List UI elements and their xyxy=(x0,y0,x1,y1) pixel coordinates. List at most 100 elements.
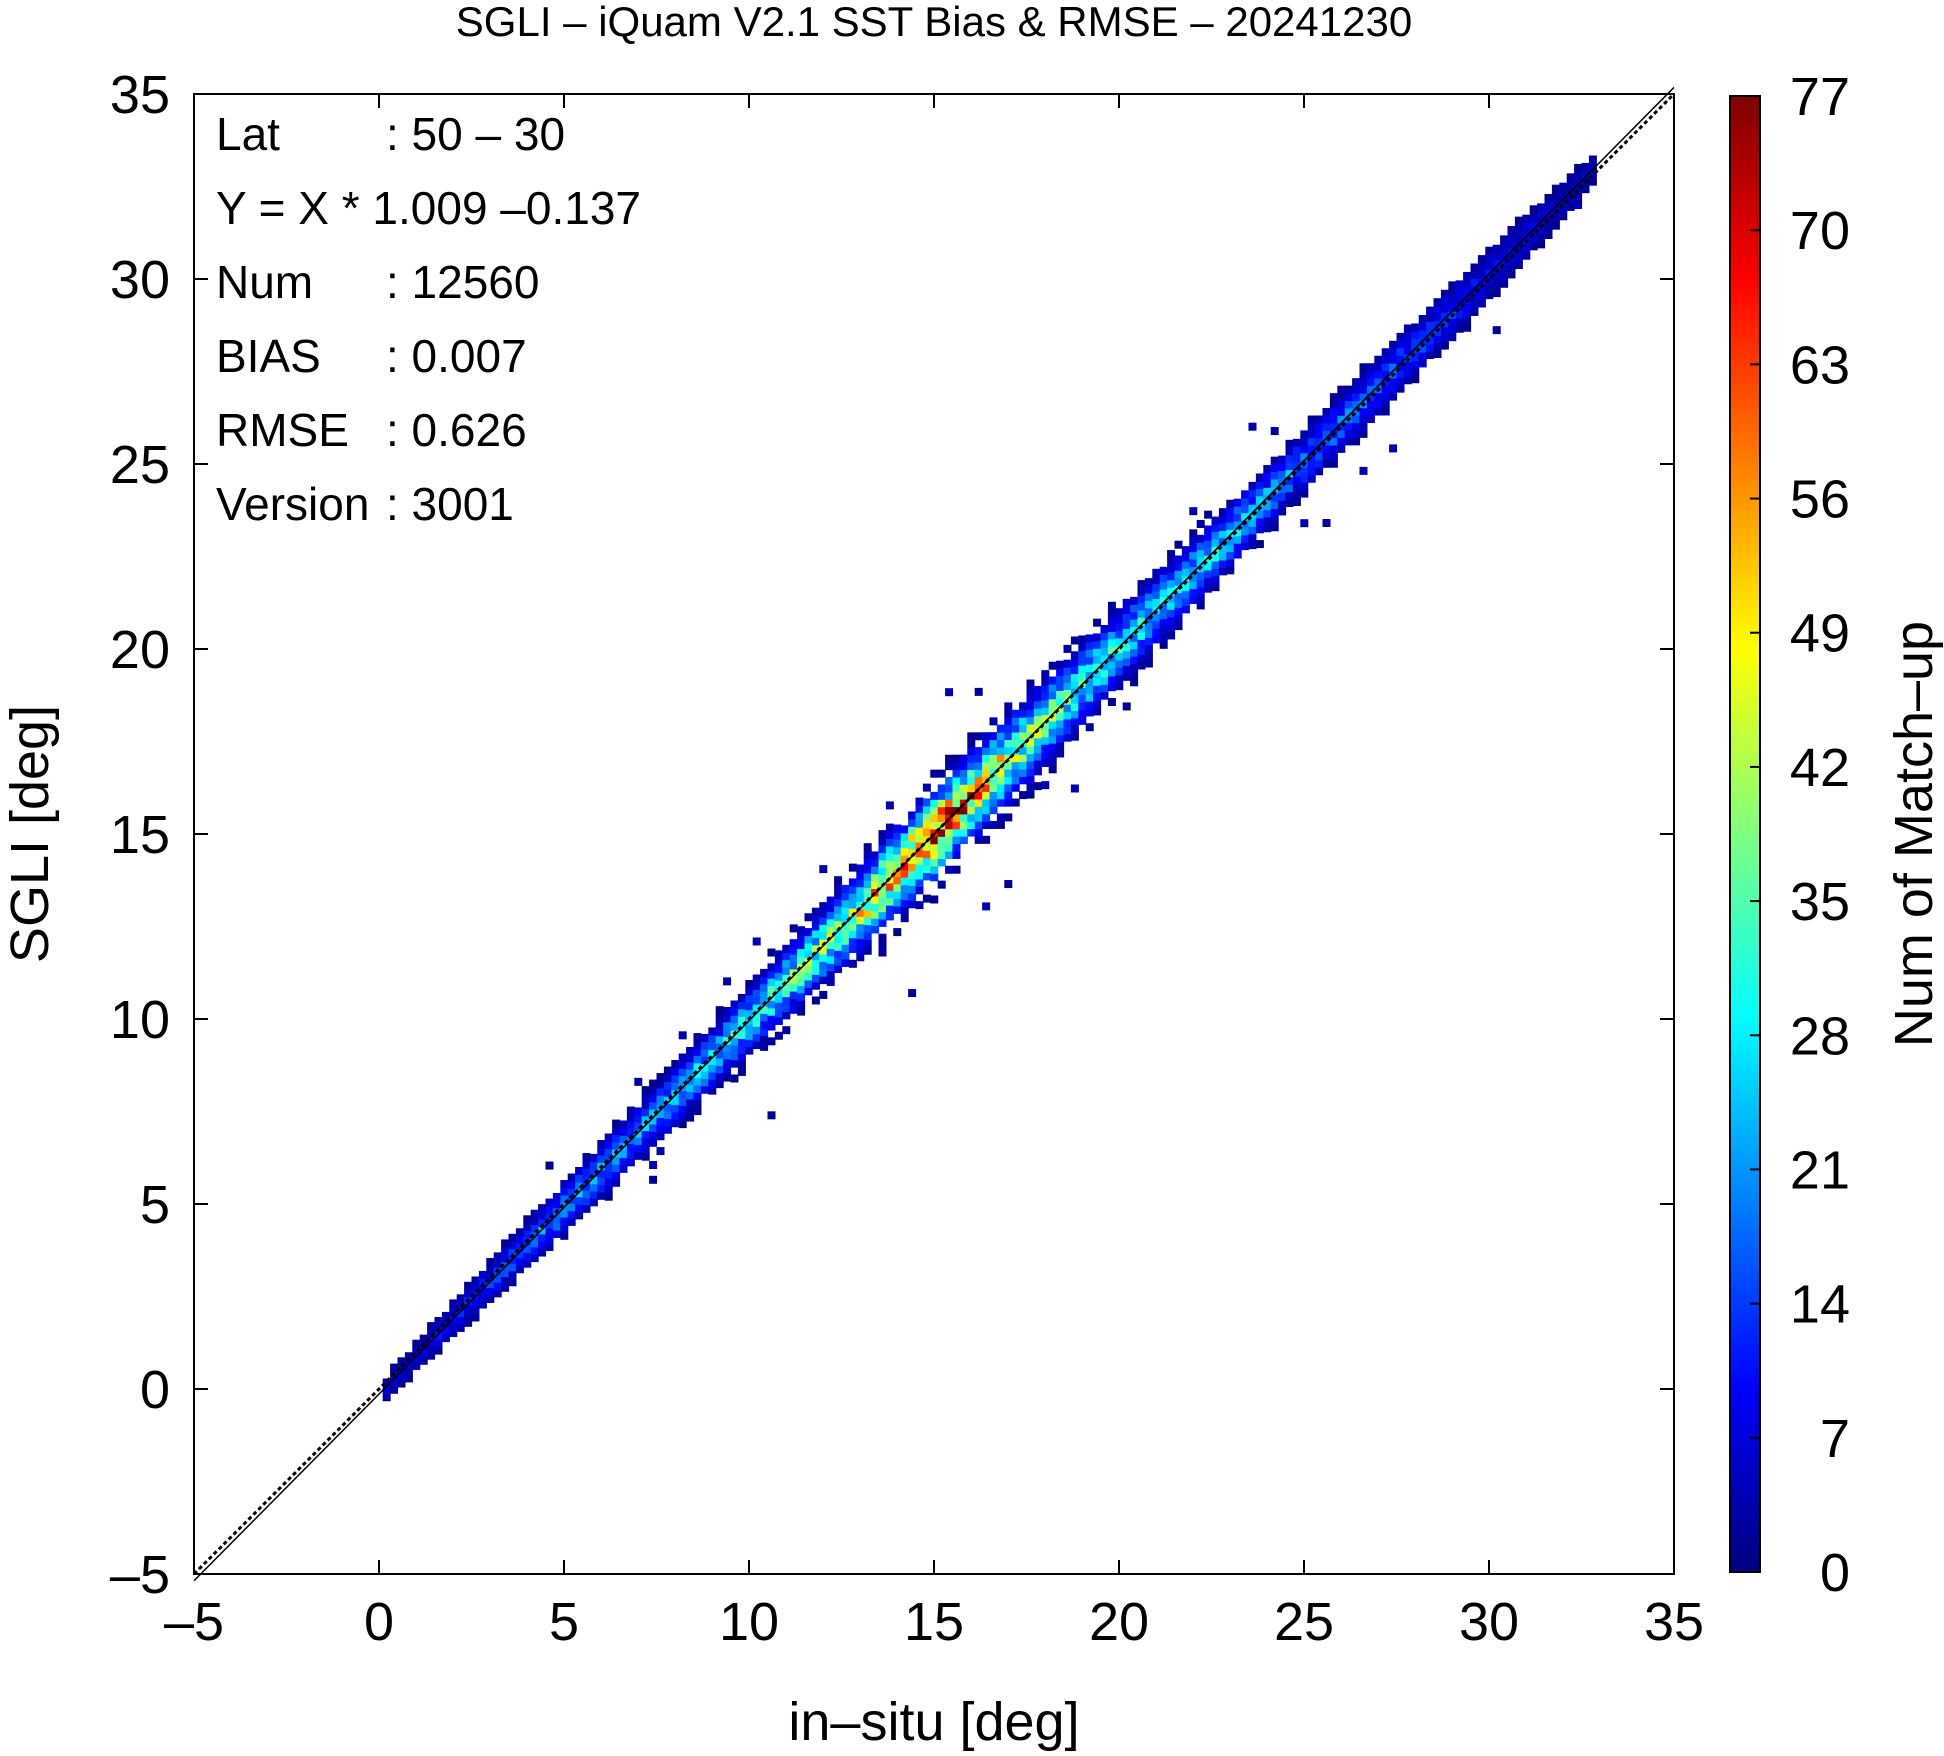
heatmap-cell xyxy=(745,1002,754,1011)
heatmap-cell xyxy=(900,854,909,863)
heatmap-cell xyxy=(523,1252,532,1261)
heatmap-cell xyxy=(1485,291,1494,300)
heatmap-cell xyxy=(1396,347,1405,356)
heatmap-cell xyxy=(671,1111,680,1120)
heatmap-cell xyxy=(782,1026,791,1035)
heatmap-cell xyxy=(1100,625,1109,634)
heatmap-cell xyxy=(493,1259,502,1268)
heatmap-cell xyxy=(834,927,843,936)
heatmap-cell xyxy=(1292,490,1301,499)
heatmap-cell xyxy=(1374,400,1383,409)
heatmap-cell xyxy=(1174,555,1183,564)
heatmap-cell xyxy=(1440,311,1449,320)
heatmap-cell xyxy=(1492,281,1501,290)
heatmap-cell xyxy=(774,965,783,974)
heatmap-cell xyxy=(1248,518,1257,527)
heatmap-cell xyxy=(1263,465,1272,474)
heatmap-cell xyxy=(930,799,939,808)
heatmap-cell xyxy=(1233,513,1242,522)
heatmap-cell xyxy=(1033,745,1042,754)
heatmap-cell xyxy=(1218,567,1227,576)
colorbar-tick-label: 7 xyxy=(1820,1409,1850,1469)
heatmap-cell xyxy=(715,1013,724,1022)
heatmap-cell xyxy=(908,826,917,835)
heatmap-cell xyxy=(582,1190,591,1199)
heatmap-cell xyxy=(752,996,761,1005)
heatmap-cell xyxy=(723,1058,732,1067)
heatmap-cell xyxy=(515,1243,524,1252)
heatmap-cell xyxy=(782,981,791,990)
heatmap-cell xyxy=(612,1126,621,1135)
heatmap-cell xyxy=(1211,523,1220,532)
heatmap-cell xyxy=(552,1215,561,1224)
heatmap-cell xyxy=(501,1276,510,1285)
heatmap-cell xyxy=(567,1173,576,1182)
heatmap-cell xyxy=(1381,407,1390,416)
heatmap-cell xyxy=(1107,609,1116,618)
heatmap-cell xyxy=(1026,701,1035,710)
heatmap-cell xyxy=(774,994,783,1003)
heatmap-cell xyxy=(1544,194,1553,203)
colorbar-tick-label: 28 xyxy=(1790,1006,1850,1066)
heatmap-cell xyxy=(1426,351,1435,360)
heatmap-cell xyxy=(737,1008,746,1017)
heatmap-cell xyxy=(1115,630,1124,639)
heatmap-cell xyxy=(737,1001,746,1010)
heatmap-cell xyxy=(1507,226,1516,235)
heatmap-cell xyxy=(404,1374,413,1383)
heatmap-cell xyxy=(441,1319,450,1328)
heatmap-cell xyxy=(945,843,954,852)
heatmap-cell xyxy=(1263,472,1272,481)
x-tick-label: 20 xyxy=(1089,1592,1149,1652)
heatmap-cell xyxy=(1122,672,1131,681)
heatmap-cell xyxy=(826,926,835,935)
heatmap-cell xyxy=(937,791,946,800)
stat-lat-value: : 50 – 30 xyxy=(386,108,565,160)
y-tick-label: –5 xyxy=(110,1545,170,1605)
heatmap-cell xyxy=(1285,462,1294,471)
heatmap-cell xyxy=(1285,454,1294,463)
heatmap-cell xyxy=(945,828,954,837)
heatmap-cell xyxy=(893,876,902,885)
heatmap-cell xyxy=(1396,362,1405,371)
heatmap-cell xyxy=(1396,369,1405,378)
heatmap-cell xyxy=(397,1357,406,1366)
heatmap-cell xyxy=(908,848,917,857)
heatmap-cell xyxy=(545,1213,554,1222)
heatmap-cell xyxy=(996,739,1005,748)
heatmap-cell xyxy=(1078,635,1087,644)
heatmap-cell xyxy=(1315,467,1324,476)
heatmap-cell xyxy=(1093,677,1102,686)
heatmap-cell xyxy=(1093,633,1102,642)
heatmap-cell xyxy=(967,761,976,770)
heatmap-cell xyxy=(893,928,902,937)
heatmap-cell xyxy=(848,908,857,917)
heatmap-cell xyxy=(863,924,872,933)
heatmap-cell xyxy=(456,1316,465,1325)
heatmap-cell xyxy=(752,1018,761,1027)
heatmap-cell xyxy=(1011,731,1020,740)
heatmap-cell xyxy=(1263,479,1272,488)
heatmap-cell xyxy=(1063,689,1072,698)
heatmap-cell xyxy=(1137,646,1146,655)
heatmap-cell xyxy=(1433,305,1442,314)
heatmap-cell xyxy=(826,940,835,949)
heatmap-cell xyxy=(863,843,872,852)
heatmap-cell xyxy=(1181,597,1190,606)
heatmap-cell xyxy=(1152,576,1161,585)
heatmap-cell xyxy=(1263,516,1272,525)
heatmap-cell xyxy=(1056,668,1065,677)
heatmap-cell xyxy=(982,813,991,822)
heatmap-cell xyxy=(774,1031,783,1040)
heatmap-cell xyxy=(634,1151,643,1160)
heatmap-cell xyxy=(1352,400,1361,409)
heatmap-cell xyxy=(811,974,820,983)
heatmap-cell xyxy=(1470,300,1479,309)
heatmap-cell xyxy=(1078,716,1087,725)
heatmap-cell xyxy=(612,1163,621,1172)
heatmap-cell xyxy=(1507,240,1516,249)
heatmap-cell xyxy=(464,1318,473,1327)
heatmap-cell xyxy=(1122,643,1131,652)
heatmap-cell xyxy=(811,952,820,961)
